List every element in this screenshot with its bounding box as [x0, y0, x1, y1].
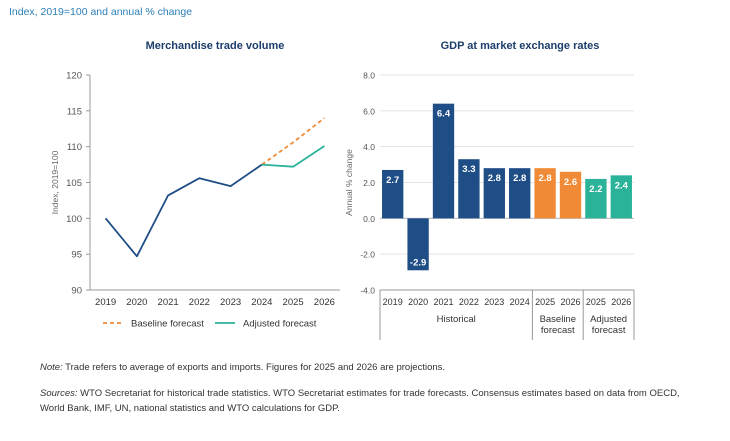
bar-historical: [407, 218, 429, 271]
bar-baseline: [534, 168, 556, 219]
data-label: 2.8: [538, 173, 551, 184]
y-tick-label: 0.0: [363, 214, 375, 224]
x-tick-label: 2026: [611, 297, 631, 307]
y-tick-label: 95: [71, 250, 82, 261]
y-tick-label: -4.0: [360, 286, 375, 296]
x-tick-label: 2022: [189, 297, 210, 308]
series-line-historical: [104, 163, 263, 258]
data-label: 2.7: [386, 175, 399, 186]
y-tick-label: 90: [71, 286, 82, 297]
bar-historical: [382, 169, 404, 219]
trade-chart-title: Merchandise trade volume: [145, 40, 285, 52]
x-tick-label: 2023: [220, 297, 241, 308]
y-axis-label: Index, 2019=100: [50, 150, 60, 214]
bar-historical: [432, 103, 455, 219]
note-body: Trade refers to average of exports and i…: [62, 362, 446, 373]
y-axis-label: Annual % change: [344, 149, 354, 216]
legend-label-baseline: Baseline forecast: [131, 319, 204, 330]
group-label-baseline: forecast: [541, 325, 575, 336]
y-tick-label: -2.0: [360, 250, 375, 260]
y-tick-label: 115: [67, 106, 82, 117]
x-tick-label: 2024: [510, 297, 530, 307]
data-label: -2.9: [410, 257, 426, 268]
bar-adjusted: [610, 175, 632, 219]
data-label: 3.3: [462, 164, 475, 175]
x-tick-label: 2019: [383, 297, 403, 307]
x-tick-label: 2022: [459, 297, 479, 307]
y-tick-label: 105: [66, 178, 82, 189]
chart-subtitle: Index, 2019=100 and annual % change: [9, 6, 193, 18]
data-label: 6.4: [437, 109, 451, 120]
bar-baseline: [559, 171, 582, 219]
group-label-adjusted: forecast: [592, 325, 626, 336]
x-tick-label: 2026: [560, 297, 580, 307]
sources-body: WTO Secretariat for historical trade sta…: [40, 388, 680, 414]
data-label: 2.8: [513, 173, 526, 184]
x-tick-label: 2020: [126, 297, 147, 308]
y-tick-label: 2.0: [363, 178, 375, 188]
y-tick-label: 6.0: [363, 106, 375, 116]
series-line-baseline: [261, 117, 325, 166]
y-tick-label: 110: [67, 142, 82, 153]
x-tick-label: 2019: [95, 297, 116, 308]
sources-label: Sources:: [40, 388, 78, 399]
y-tick-label: 120: [66, 71, 82, 82]
x-tick-label: 2023: [484, 297, 504, 307]
note-text: Note: Trade refers to average of exports…: [40, 360, 700, 375]
x-tick-label: 2021: [433, 297, 453, 307]
x-tick-label: 2020: [408, 297, 428, 307]
bar-historical: [483, 168, 505, 219]
note-label: Note:: [40, 362, 63, 373]
sources-text: Sources: WTO Secretariat for historical …: [40, 386, 700, 416]
x-tick-label: 2024: [251, 297, 272, 308]
data-label: 2.8: [488, 173, 501, 184]
series-line-adjusted: [261, 145, 325, 168]
group-label-baseline: Baseline: [540, 314, 576, 325]
data-label: 2.6: [564, 177, 577, 188]
data-label: 2.2: [589, 184, 602, 195]
x-tick-label: 2025: [535, 297, 555, 307]
x-tick-label: 2021: [158, 297, 179, 308]
bar-historical: [458, 159, 480, 219]
group-label-adjusted: Adjusted: [590, 314, 627, 325]
x-tick-label: 2025: [586, 297, 606, 307]
x-tick-label: 2026: [314, 297, 335, 308]
y-tick-label: 8.0: [363, 71, 375, 81]
x-tick-label: 2025: [283, 297, 304, 308]
legend-label-adjusted: Adjusted forecast: [243, 319, 317, 330]
bar-adjusted: [585, 178, 607, 219]
gdp-chart-title: GDP at market exchange rates: [440, 40, 600, 52]
bar-historical: [509, 168, 531, 219]
y-tick-label: 100: [66, 214, 82, 225]
group-label-historical: Historical: [437, 314, 476, 325]
y-tick-label: 4.0: [363, 142, 375, 152]
data-label: 2.4: [615, 180, 629, 191]
